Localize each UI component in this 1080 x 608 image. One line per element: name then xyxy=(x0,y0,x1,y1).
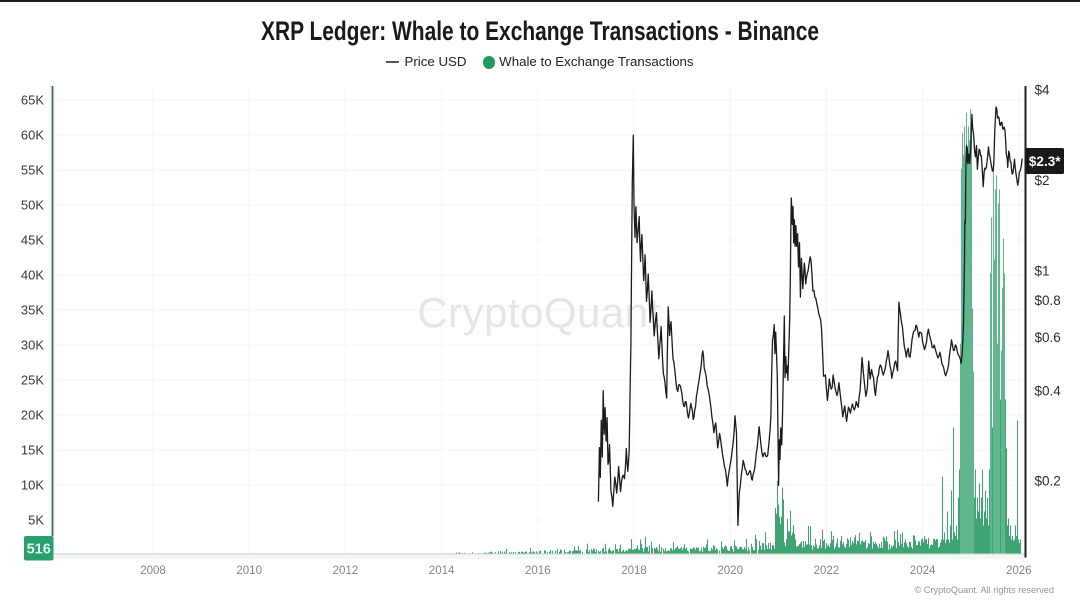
svg-text:CryptoQuant: CryptoQuant xyxy=(417,289,661,336)
svg-text:35K: 35K xyxy=(21,303,44,318)
svg-text:$0.6: $0.6 xyxy=(1035,330,1061,345)
svg-text:10K: 10K xyxy=(21,478,44,493)
svg-text:© CryptoQuant. All rights rese: © CryptoQuant. All rights reserved xyxy=(914,585,1054,595)
svg-text:$1: $1 xyxy=(1035,263,1050,278)
svg-text:2022: 2022 xyxy=(814,565,840,577)
svg-text:2020: 2020 xyxy=(717,565,743,577)
svg-text:55K: 55K xyxy=(21,163,44,178)
svg-text:2014: 2014 xyxy=(429,565,455,577)
svg-text:2010: 2010 xyxy=(236,565,262,577)
svg-text:45K: 45K xyxy=(21,233,44,248)
svg-text:2024: 2024 xyxy=(910,565,936,577)
svg-text:$2: $2 xyxy=(1035,173,1050,188)
svg-text:$2.3*: $2.3* xyxy=(1029,154,1061,169)
svg-text:2018: 2018 xyxy=(621,565,647,577)
svg-text:2026: 2026 xyxy=(1006,565,1032,577)
svg-text:25K: 25K xyxy=(21,373,44,388)
svg-text:516: 516 xyxy=(27,542,51,558)
svg-text:$0.2: $0.2 xyxy=(1035,473,1061,488)
svg-text:15K: 15K xyxy=(21,443,44,458)
svg-text:2016: 2016 xyxy=(525,565,551,577)
svg-text:5K: 5K xyxy=(28,513,44,528)
svg-text:65K: 65K xyxy=(21,93,44,108)
svg-text:50K: 50K xyxy=(21,198,44,213)
svg-text:$0.8: $0.8 xyxy=(1035,293,1061,308)
svg-text:40K: 40K xyxy=(21,268,44,283)
svg-text:60K: 60K xyxy=(21,128,44,143)
svg-text:2008: 2008 xyxy=(140,565,166,577)
svg-text:20K: 20K xyxy=(21,408,44,423)
svg-text:2012: 2012 xyxy=(333,565,359,577)
svg-text:$0.4: $0.4 xyxy=(1035,383,1062,398)
svg-text:30K: 30K xyxy=(21,338,44,353)
svg-text:$4: $4 xyxy=(1035,82,1051,97)
